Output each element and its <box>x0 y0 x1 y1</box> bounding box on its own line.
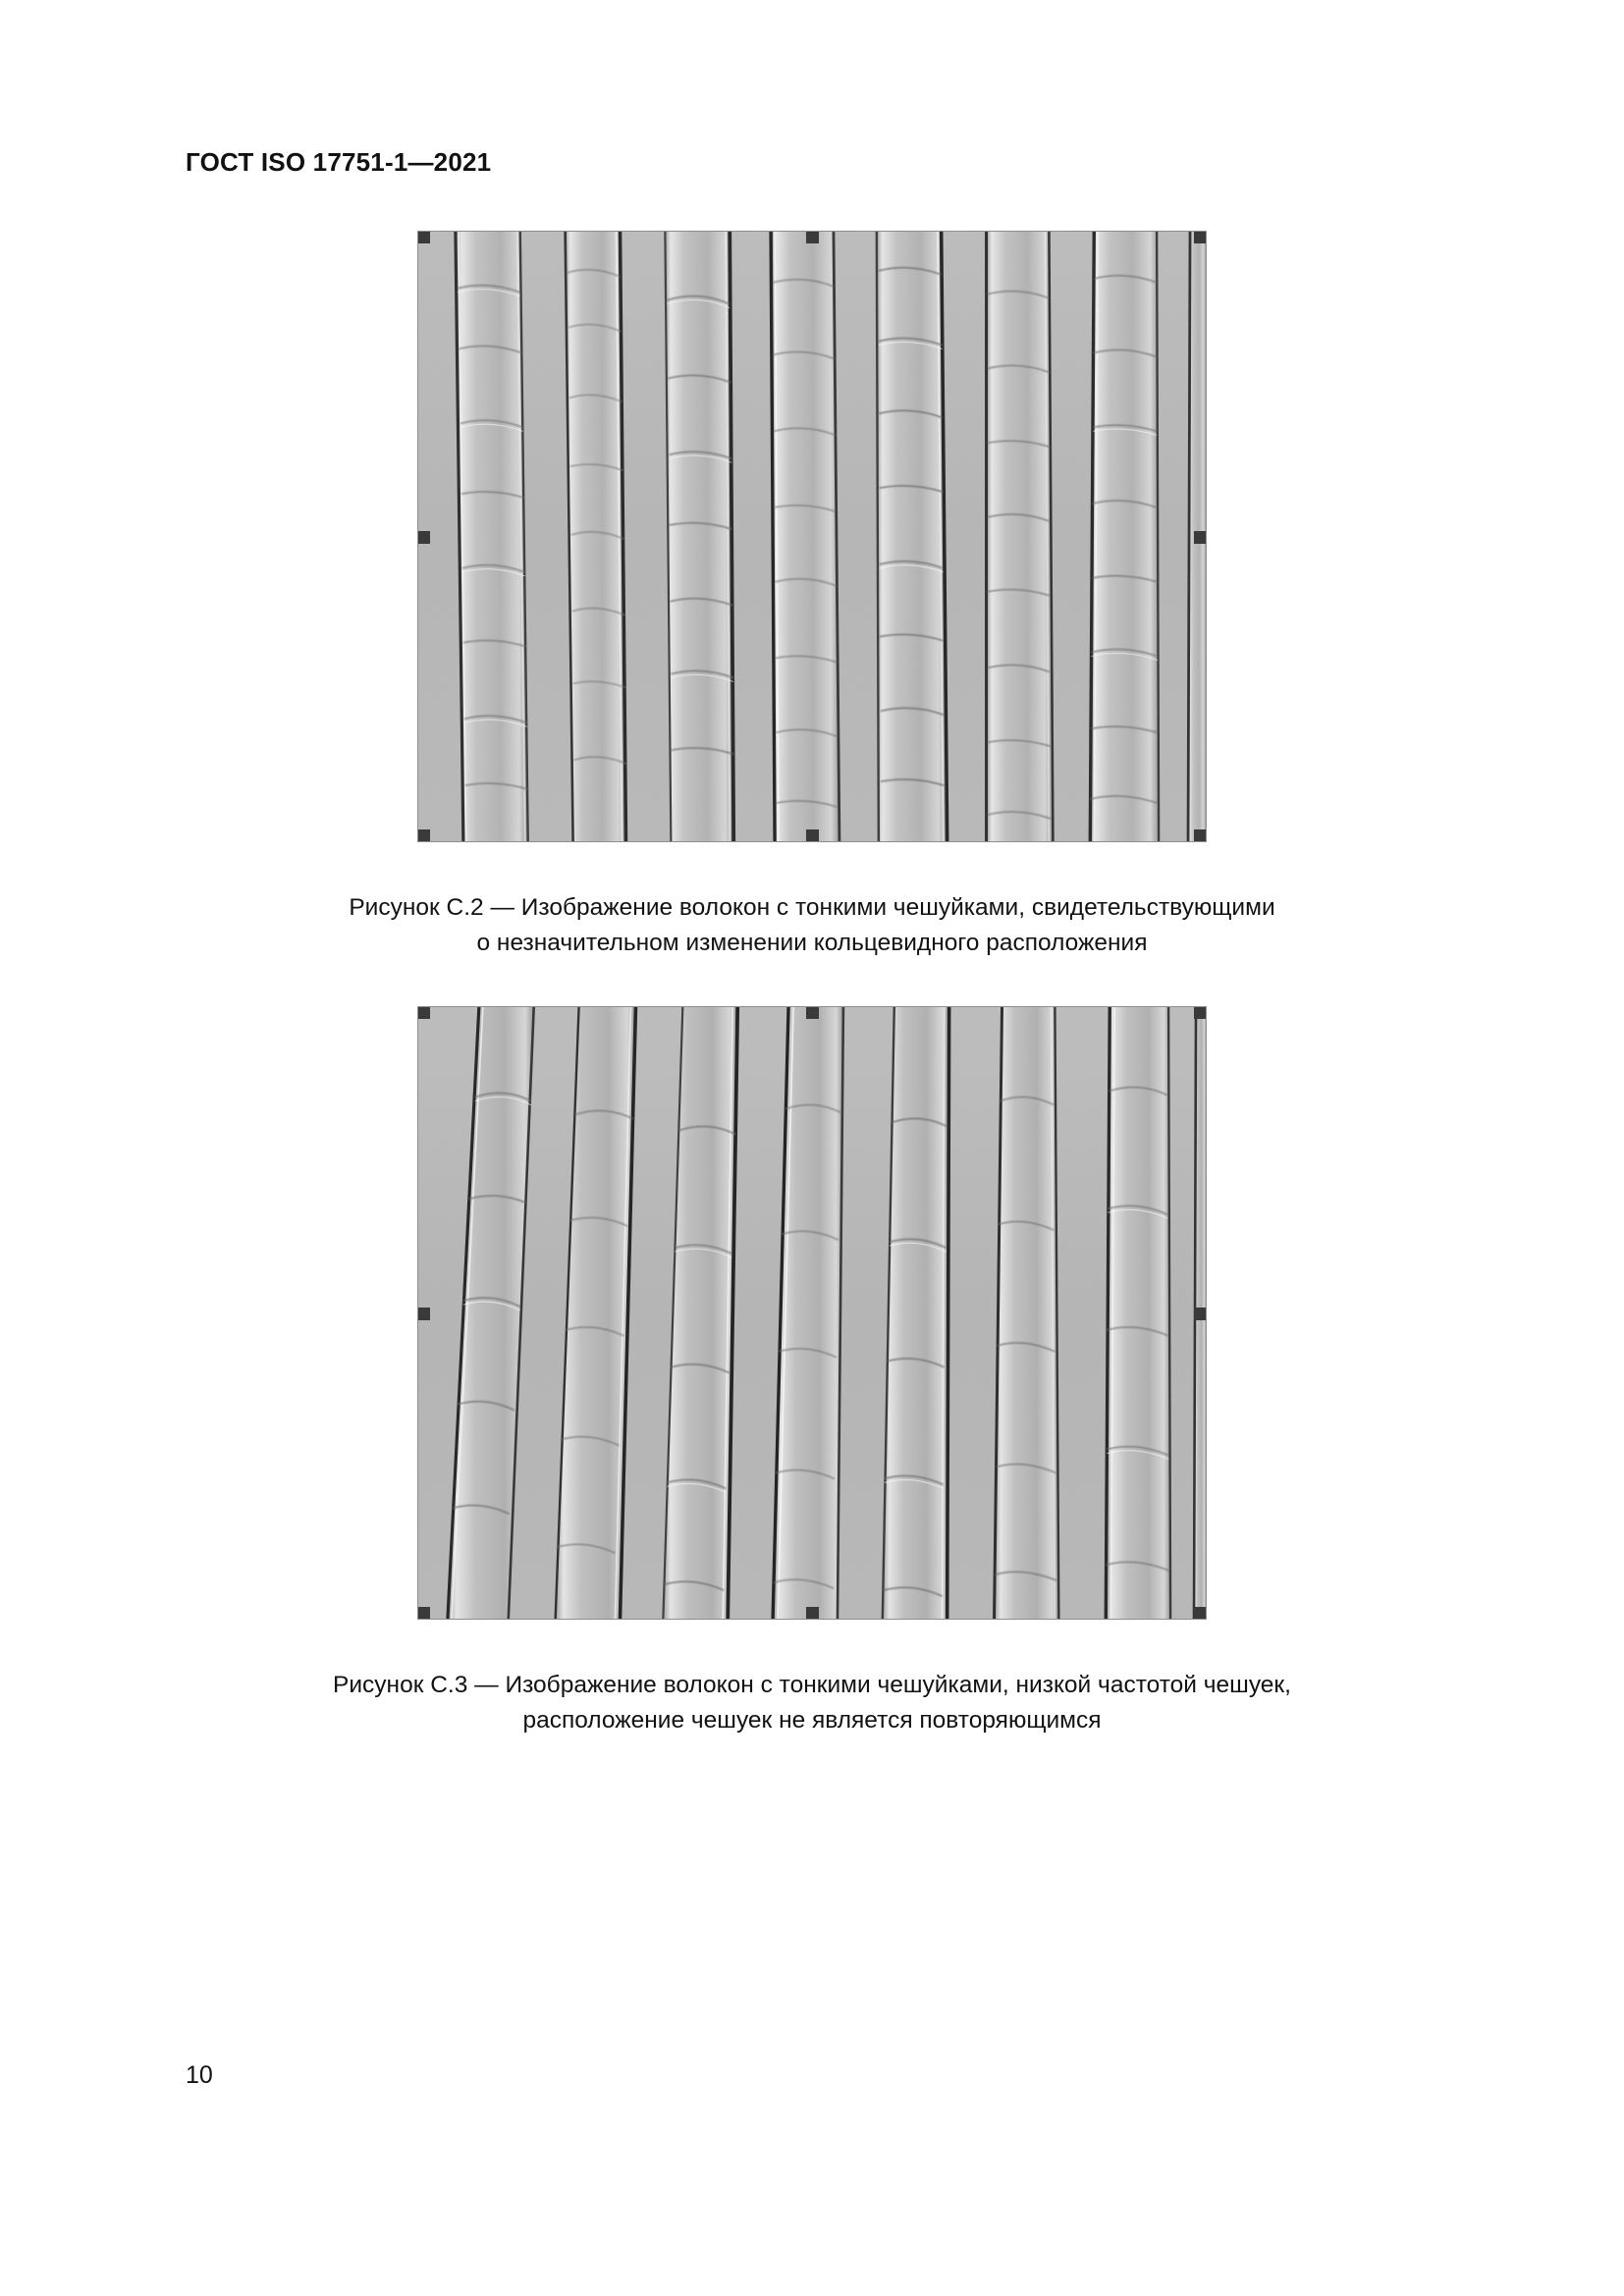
selection-handle-top-left[interactable] <box>418 232 430 243</box>
figure-c2-frame[interactable] <box>417 231 1207 842</box>
micrograph-c3-render <box>418 1007 1206 1619</box>
selection-handle-bottom-right[interactable] <box>1194 1607 1206 1619</box>
figure-c2-block: Рисунок С.2 — Изображение волокон с тонк… <box>0 231 1624 961</box>
selection-handle-bottom-center[interactable] <box>806 1607 819 1619</box>
selection-handle-bottom-left[interactable] <box>418 829 430 841</box>
selection-handle-middle-left[interactable] <box>418 1307 430 1320</box>
selection-handle-bottom-center[interactable] <box>806 829 819 841</box>
selection-handle-middle-right[interactable] <box>1194 1307 1206 1320</box>
selection-handle-top-center[interactable] <box>806 1007 819 1019</box>
figure-c2-image[interactable] <box>417 231 1207 842</box>
selection-handle-top-right[interactable] <box>1194 1007 1206 1019</box>
selection-handle-top-right[interactable] <box>1194 232 1206 243</box>
selection-handle-bottom-left[interactable] <box>418 1607 430 1619</box>
figure-c2-caption-line-1: Рисунок С.2 — Изображение волокон с тонк… <box>349 894 1275 921</box>
selection-handle-middle-left[interactable] <box>418 530 430 544</box>
figure-c3-caption: Рисунок С.3 — Изображение волокон с тонк… <box>223 1668 1401 1738</box>
micrograph-c2-render <box>418 232 1206 841</box>
figure-c3-caption-line-2: расположение чешуек не является повторяю… <box>522 1707 1102 1734</box>
page-number: 10 <box>186 2061 213 2089</box>
figure-c3-image[interactable] <box>417 1006 1207 1620</box>
selection-handle-top-center[interactable] <box>806 232 819 243</box>
selection-handle-middle-right[interactable] <box>1194 530 1206 544</box>
figure-c3-caption-line-1: Рисунок С.3 — Изображение волокон с тонк… <box>333 1672 1291 1698</box>
document-header: ГОСТ ISO 17751-1—2021 <box>186 147 492 177</box>
figure-c2-caption: Рисунок С.2 — Изображение волокон с тонк… <box>223 890 1401 961</box>
selection-handle-top-left[interactable] <box>418 1007 430 1019</box>
figure-c3-block: Рисунок С.3 — Изображение волокон с тонк… <box>0 1006 1624 1738</box>
figure-c3-frame[interactable] <box>417 1006 1207 1620</box>
selection-handle-bottom-right[interactable] <box>1194 829 1206 841</box>
figure-c2-caption-line-2: о незначительном изменении кольцевидного… <box>476 930 1148 956</box>
